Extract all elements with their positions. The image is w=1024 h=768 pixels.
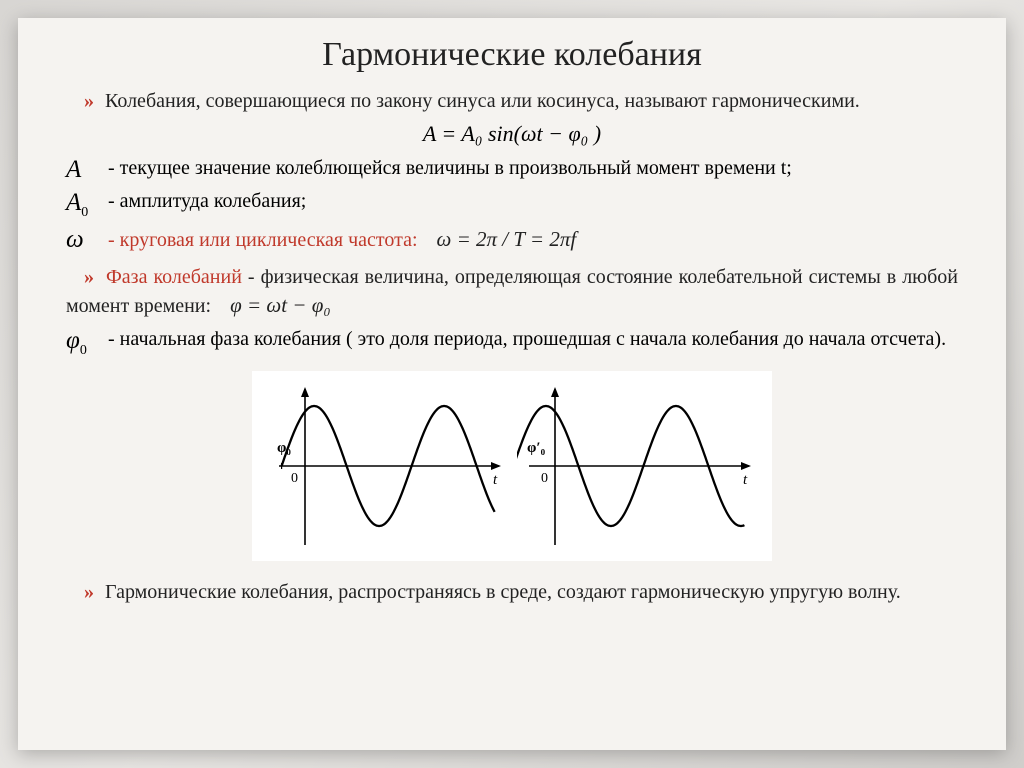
svg-text:φ₀: φ₀	[277, 440, 291, 456]
symbol-phi0: φ0	[66, 326, 102, 359]
text-phase-pre: Фаза колебаний	[106, 266, 242, 288]
formula-main: A = A₀ sin(ωt − φ₀ )	[66, 121, 958, 147]
row-A: A - текущее значение колеблющейся величи…	[66, 155, 958, 184]
formula-omega: ω = 2π / T = 2πf	[437, 227, 577, 251]
paragraph-definition: » Колебания, совершающиеся по закону син…	[66, 88, 958, 115]
chart-box: 0 t φ₀ 0 t φ′₀	[252, 371, 772, 561]
text-def-pre: Колебания, совершающиеся по закону синус…	[105, 90, 712, 112]
svg-text:φ′₀: φ′₀	[527, 440, 546, 456]
sine-chart-right: 0 t φ′₀	[517, 381, 757, 551]
def-omega-text: - круговая или циклическая частота:	[108, 229, 418, 251]
bullet-2: »	[84, 266, 94, 288]
slide: Гармонические колебания » Колебания, сов…	[18, 18, 1006, 750]
page-title: Гармонические колебания	[66, 36, 958, 74]
def-omega: - круговая или циклическая частота: ω = …	[108, 225, 576, 254]
text-def-post: гармоническими.	[712, 90, 860, 112]
def-A: - текущее значение колеблющейся величины…	[108, 155, 792, 182]
bullet-3: »	[84, 581, 94, 603]
chart-container: 0 t φ₀ 0 t φ′₀	[66, 371, 958, 561]
svg-text:0: 0	[291, 471, 298, 486]
row-phi0: φ0 - начальная фаза колебания ( это доля…	[66, 326, 958, 359]
symbol-omega: ω	[66, 225, 102, 254]
sine-chart-left: 0 t φ₀	[267, 381, 507, 551]
symbol-A0: A0	[66, 188, 102, 221]
symbol-A: A	[66, 155, 102, 184]
svg-text:t: t	[743, 472, 748, 488]
row-A0: A0 - амплитуда колебания;	[66, 188, 958, 221]
bullet-1: »	[84, 90, 94, 112]
row-omega: ω - круговая или циклическая частота: ω …	[66, 225, 958, 254]
formula-phase: φ = ωt − φ₀	[230, 293, 331, 317]
def-A0: - амплитуда колебания;	[108, 188, 306, 215]
svg-text:0: 0	[541, 471, 548, 486]
paragraph-wave: » Гармонические колебания, распространяя…	[66, 579, 958, 606]
paragraph-phase: » Фаза колебаний - физическая величина, …	[66, 264, 958, 320]
def-phi0: - начальная фаза колебания ( это доля пе…	[108, 326, 946, 353]
text-wave: Гармонические колебания, распространяясь…	[105, 581, 901, 603]
svg-text:t: t	[493, 472, 498, 488]
